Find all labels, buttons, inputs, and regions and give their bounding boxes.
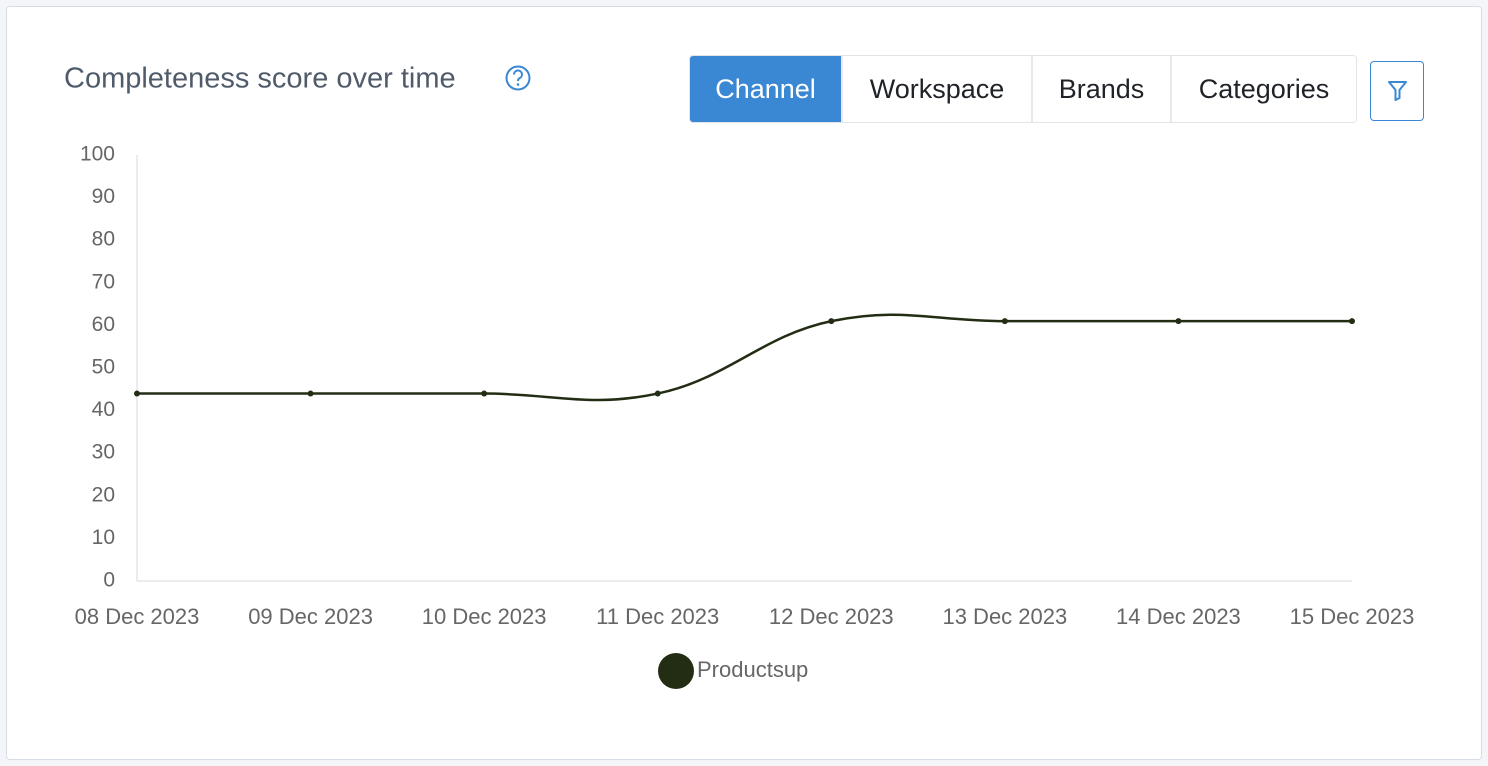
y-tick-label: 90 [92,185,115,208]
data-point [1175,318,1182,325]
y-tick-label: 60 [92,313,115,336]
x-tick-label: 09 Dec 2023 [248,604,373,629]
x-tick-label: 11 Dec 2023 [596,604,719,629]
y-tick-label: 80 [92,228,115,251]
data-point [828,318,835,325]
tab[interactable]: Categories [1170,56,1356,122]
y-tick-label: 10 [92,526,115,549]
legend-swatch [658,653,694,689]
data-point [481,390,488,397]
filter-icon [1388,81,1407,101]
data-point [134,390,140,397]
tab[interactable]: Workspace [841,56,1031,122]
y-tick-label: 50 [92,356,115,379]
tab-group: Channel Workspace Brands Categories [689,55,1357,123]
data-line [137,313,1352,402]
y-tick-label: 70 [92,270,115,293]
data-point [307,390,314,397]
x-tick-label: 12 Dec 2023 [769,604,894,629]
chart-title: Completeness score over time [64,63,456,95]
filter-button[interactable] [1370,61,1424,121]
data-point [1349,318,1355,325]
help-icon[interactable] [505,65,531,91]
data-point [1001,318,1008,325]
legend-label: Productsup [697,657,808,682]
data-point [654,390,661,397]
x-tick-label: 14 Dec 2023 [1116,604,1241,629]
y-tick-label: 100 [80,143,115,166]
x-tick-label: 08 Dec 2023 [75,604,200,629]
y-tick-label: 30 [92,441,115,464]
x-tick-label: 10 Dec 2023 [422,604,547,629]
x-tick-label: 15 Dec 2023 [1290,604,1415,629]
y-tick-label: 20 [92,483,115,506]
card [6,6,1482,760]
y-tick-label: 0 [103,569,115,592]
x-tick-label: 13 Dec 2023 [942,604,1067,629]
tab[interactable]: Brands [1031,56,1170,122]
tab[interactable]: Channel [690,56,841,122]
y-tick-label: 40 [92,398,115,421]
